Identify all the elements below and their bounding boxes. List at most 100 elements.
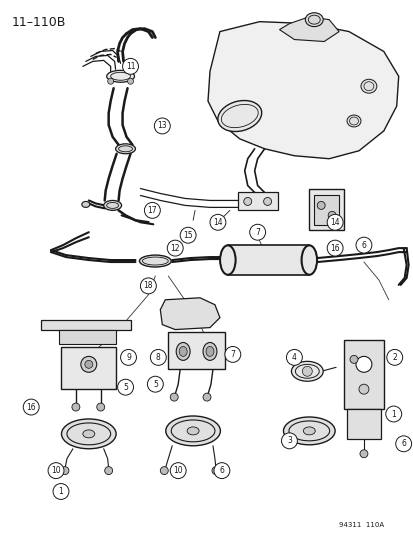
Text: 11–110B: 11–110B (11, 15, 66, 29)
Circle shape (349, 356, 357, 364)
Polygon shape (41, 320, 130, 329)
Circle shape (214, 463, 229, 479)
Ellipse shape (346, 115, 360, 127)
Polygon shape (61, 348, 115, 389)
Circle shape (144, 203, 160, 219)
Circle shape (167, 240, 183, 256)
Text: 9: 9 (126, 353, 131, 362)
Circle shape (316, 201, 325, 209)
Text: 14: 14 (330, 218, 339, 227)
Polygon shape (279, 17, 338, 42)
Circle shape (281, 433, 297, 449)
Polygon shape (59, 329, 115, 344)
Text: 94311  110A: 94311 110A (338, 522, 383, 528)
Circle shape (243, 197, 251, 205)
Circle shape (249, 224, 265, 240)
Ellipse shape (82, 201, 90, 207)
Circle shape (150, 350, 166, 365)
Polygon shape (346, 409, 380, 439)
Polygon shape (227, 245, 309, 275)
Ellipse shape (202, 343, 216, 360)
Text: 7: 7 (254, 228, 259, 237)
Text: 6: 6 (400, 439, 405, 448)
Text: 17: 17 (147, 206, 157, 215)
Polygon shape (237, 192, 277, 211)
Circle shape (202, 393, 211, 401)
Circle shape (326, 214, 342, 230)
Text: 6: 6 (361, 240, 366, 249)
Circle shape (286, 350, 301, 365)
Text: 4: 4 (291, 353, 296, 362)
Text: 5: 5 (152, 379, 157, 389)
Ellipse shape (206, 346, 214, 357)
Circle shape (209, 214, 225, 230)
Text: 16: 16 (330, 244, 339, 253)
Ellipse shape (179, 346, 187, 357)
Text: 16: 16 (26, 402, 36, 411)
Text: 1: 1 (390, 409, 395, 418)
Text: 5: 5 (123, 383, 128, 392)
Ellipse shape (62, 419, 116, 449)
Ellipse shape (305, 13, 323, 27)
Circle shape (140, 278, 156, 294)
Circle shape (117, 379, 133, 395)
Circle shape (107, 78, 113, 84)
Ellipse shape (187, 427, 199, 435)
Text: 11: 11 (126, 62, 135, 71)
Ellipse shape (303, 427, 315, 435)
Ellipse shape (107, 70, 134, 82)
Polygon shape (207, 22, 398, 159)
Polygon shape (313, 196, 338, 225)
Circle shape (180, 227, 196, 243)
Ellipse shape (217, 101, 261, 132)
Circle shape (147, 376, 163, 392)
Text: 13: 13 (157, 122, 167, 131)
Ellipse shape (83, 430, 95, 438)
Circle shape (263, 197, 271, 205)
Text: 10: 10 (173, 466, 183, 475)
Ellipse shape (176, 343, 190, 360)
Circle shape (127, 78, 133, 84)
Text: 3: 3 (286, 437, 291, 446)
Ellipse shape (139, 255, 171, 267)
Circle shape (48, 463, 64, 479)
Ellipse shape (360, 79, 376, 93)
Circle shape (170, 393, 178, 401)
Circle shape (53, 483, 69, 499)
Text: 14: 14 (213, 218, 222, 227)
Text: 2: 2 (392, 353, 396, 362)
Ellipse shape (103, 200, 121, 211)
Circle shape (386, 350, 402, 365)
Polygon shape (160, 298, 219, 329)
Circle shape (104, 467, 112, 474)
Text: 10: 10 (51, 466, 61, 475)
Circle shape (326, 240, 342, 256)
Circle shape (355, 237, 371, 253)
Ellipse shape (301, 245, 316, 275)
Circle shape (359, 450, 367, 458)
Text: 18: 18 (143, 281, 153, 290)
Circle shape (385, 406, 401, 422)
Circle shape (154, 118, 170, 134)
Text: 7: 7 (230, 350, 235, 359)
Text: 6: 6 (219, 466, 224, 475)
Circle shape (72, 403, 80, 411)
Circle shape (85, 360, 93, 368)
Circle shape (122, 59, 138, 74)
Circle shape (301, 366, 311, 376)
Ellipse shape (115, 144, 135, 154)
Circle shape (97, 403, 104, 411)
Polygon shape (168, 332, 224, 369)
Circle shape (355, 357, 371, 372)
Circle shape (328, 212, 335, 219)
Circle shape (224, 346, 240, 362)
Text: 8: 8 (156, 353, 160, 362)
Circle shape (81, 357, 97, 372)
Ellipse shape (165, 416, 220, 446)
Circle shape (170, 463, 186, 479)
Circle shape (120, 350, 136, 365)
Circle shape (160, 467, 168, 474)
Circle shape (23, 399, 39, 415)
Ellipse shape (219, 245, 235, 275)
Text: 1: 1 (59, 487, 63, 496)
